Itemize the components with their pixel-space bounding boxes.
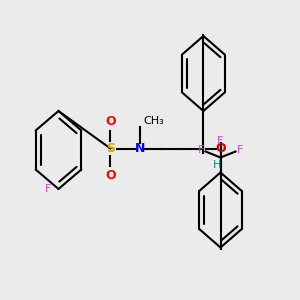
Text: F: F xyxy=(45,184,51,194)
Text: S: S xyxy=(106,142,115,155)
Text: N: N xyxy=(135,142,146,155)
Text: O: O xyxy=(105,169,116,182)
Text: F: F xyxy=(237,145,243,155)
Text: F: F xyxy=(198,145,204,155)
Text: H: H xyxy=(212,160,221,170)
Text: CH₃: CH₃ xyxy=(143,116,164,127)
Text: O: O xyxy=(215,142,226,155)
Text: O: O xyxy=(105,115,116,128)
Text: F: F xyxy=(217,136,224,146)
